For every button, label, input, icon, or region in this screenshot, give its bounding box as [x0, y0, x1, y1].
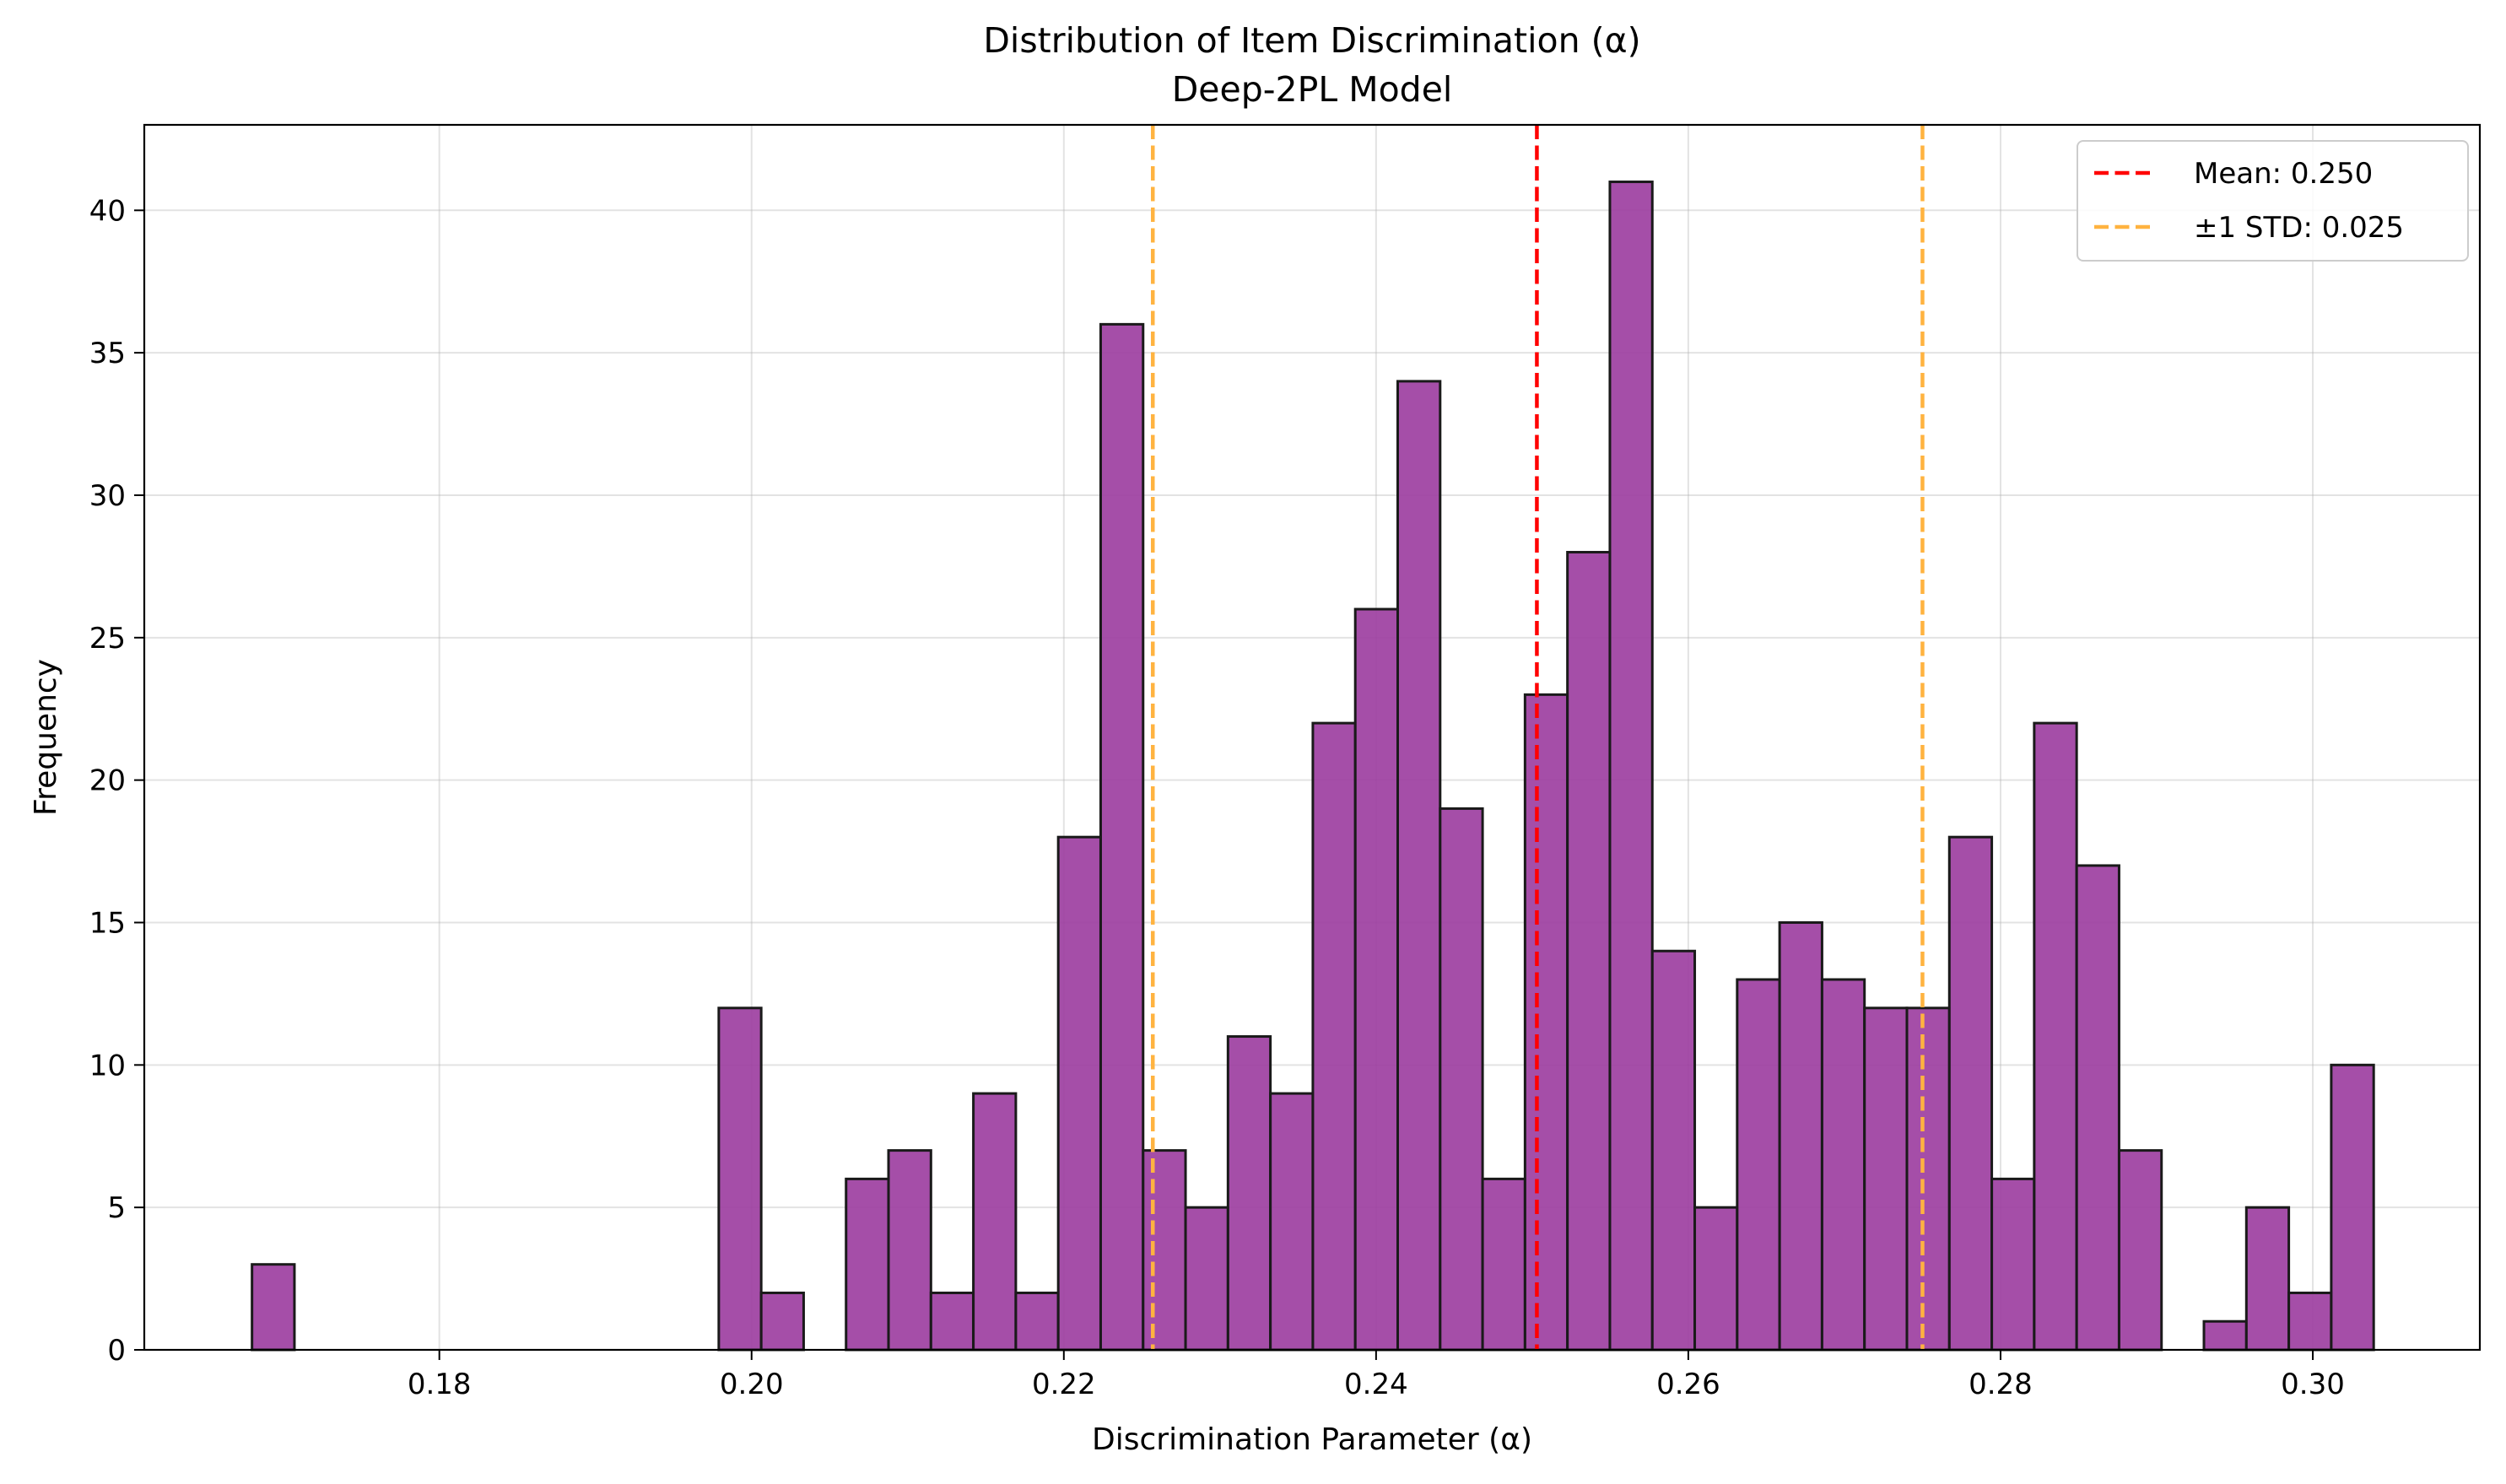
histogram-bar [1099, 322, 1145, 1352]
histogram-bar [1608, 181, 1654, 1352]
y-tick-label: 35 [89, 337, 126, 370]
histogram-bar [887, 1149, 932, 1352]
histogram-bar [2330, 1063, 2375, 1352]
histogram-bar [1184, 1206, 1229, 1352]
histogram-bar [1481, 1177, 1526, 1352]
chart-title: Distribution of Item Discrimination (α) [983, 20, 1640, 61]
x-tick-label: 0.26 [1656, 1368, 1720, 1401]
legend: Mean: 0.250 ±1 STD: 0.025 [2077, 140, 2469, 262]
x-tick-label: 0.28 [1969, 1368, 2033, 1401]
histogram-bar [1693, 1206, 1739, 1352]
histogram-bar [1396, 380, 1442, 1352]
histogram-bar [1311, 721, 1357, 1352]
x-tick-label: 0.30 [2281, 1368, 2345, 1401]
histogram-bar [1650, 949, 1697, 1352]
x-axis-ticks: 0.18 0.20 0.22 0.24 0.26 0.28 0.30 [408, 1350, 2345, 1401]
y-tick-label: 20 [89, 764, 126, 798]
histogram-bar [2287, 1291, 2333, 1352]
x-tick-label: 0.24 [1344, 1368, 1408, 1401]
y-axis-label: Frequency [29, 659, 63, 816]
histogram-bar [1439, 807, 1484, 1352]
x-tick-label: 0.18 [408, 1368, 472, 1401]
reference-lines [1151, 125, 1925, 1350]
histogram-bar [1778, 920, 1823, 1352]
histogram-bar [1736, 978, 1781, 1352]
histogram-bar [251, 1263, 296, 1352]
histogram-bar [1142, 1149, 1187, 1352]
histogram-bar [2117, 1149, 2163, 1352]
legend-label: Mean: 0.250 [2194, 157, 2373, 191]
histogram-bar [1014, 1291, 1060, 1352]
histogram-bar [717, 1006, 763, 1352]
y-tick-label: 40 [89, 194, 126, 228]
histogram-bar [2075, 864, 2120, 1352]
y-axis-ticks: 0 5 10 15 20 25 30 35 40 [89, 194, 144, 1368]
y-tick-label: 30 [89, 479, 126, 513]
plot-frame [143, 123, 2482, 1352]
histogram-bar [1353, 607, 1400, 1352]
x-tick-label: 0.20 [720, 1368, 784, 1401]
histogram-bar [1990, 1177, 2036, 1352]
y-tick-label: 0 [107, 1334, 126, 1368]
y-tick-label: 10 [89, 1049, 126, 1082]
histogram-bar [972, 1092, 1018, 1352]
legend-label: ±1 STD: 0.025 [2194, 211, 2404, 245]
histogram-bar [1905, 1006, 1951, 1352]
histogram-bar [1226, 1035, 1272, 1352]
histogram-bar [759, 1291, 805, 1352]
y-tick-label: 5 [107, 1191, 126, 1225]
histogram-bar [929, 1291, 975, 1352]
legend-box [2077, 140, 2469, 262]
bars-group [251, 181, 2375, 1352]
histogram-bar [1820, 978, 1866, 1352]
histogram-bar [1947, 835, 1994, 1352]
histogram-bar [1523, 693, 1569, 1352]
x-tick-label: 0.22 [1032, 1368, 1096, 1401]
x-axis-label: Discrimination Parameter (α) [1092, 1422, 1532, 1457]
histogram-bar [1566, 551, 1612, 1352]
histogram-bar [2033, 721, 2078, 1352]
chart-subtitle: Deep-2PL Model [1172, 69, 1453, 110]
histogram-bar [1863, 1006, 1909, 1352]
histogram-bar [845, 1177, 890, 1352]
y-tick-label: 15 [89, 906, 126, 940]
histogram-bar [2202, 1319, 2248, 1352]
y-tick-label: 25 [89, 622, 126, 656]
histogram-bar [2244, 1206, 2291, 1352]
histogram-bar [1269, 1092, 1315, 1352]
histogram-bar [1056, 835, 1102, 1352]
